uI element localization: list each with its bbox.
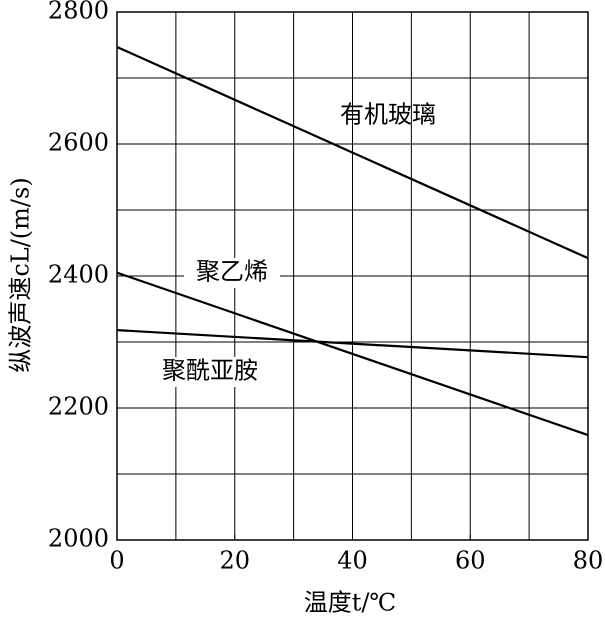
x-tick-label: 40 bbox=[337, 547, 368, 575]
y-tick-label: 2600 bbox=[48, 129, 109, 157]
y-tick-label: 2400 bbox=[48, 261, 109, 289]
x-axis-label: 温度t/℃ bbox=[304, 589, 397, 617]
series-line bbox=[116, 329, 589, 359]
y-tick-label: 2200 bbox=[48, 393, 109, 421]
x-tick-label: 80 bbox=[573, 547, 604, 575]
label-bg bbox=[184, 258, 280, 288]
x-tick-label: 20 bbox=[219, 547, 250, 575]
y-tick-label: 2800 bbox=[48, 0, 109, 25]
x-tick-label: 0 bbox=[109, 547, 124, 575]
series-label: 聚酰亚胺 bbox=[162, 357, 258, 385]
series-label: 聚乙烯 bbox=[196, 258, 268, 286]
series-line bbox=[116, 271, 589, 437]
series-label: 有机玻璃 bbox=[340, 101, 436, 129]
y-axis-label: 纵波声速cL/(m/s) bbox=[7, 177, 35, 372]
series-line bbox=[116, 45, 589, 260]
y-tick-label: 2000 bbox=[48, 525, 109, 553]
x-tick-label: 60 bbox=[455, 547, 486, 575]
label-bg bbox=[148, 357, 272, 387]
